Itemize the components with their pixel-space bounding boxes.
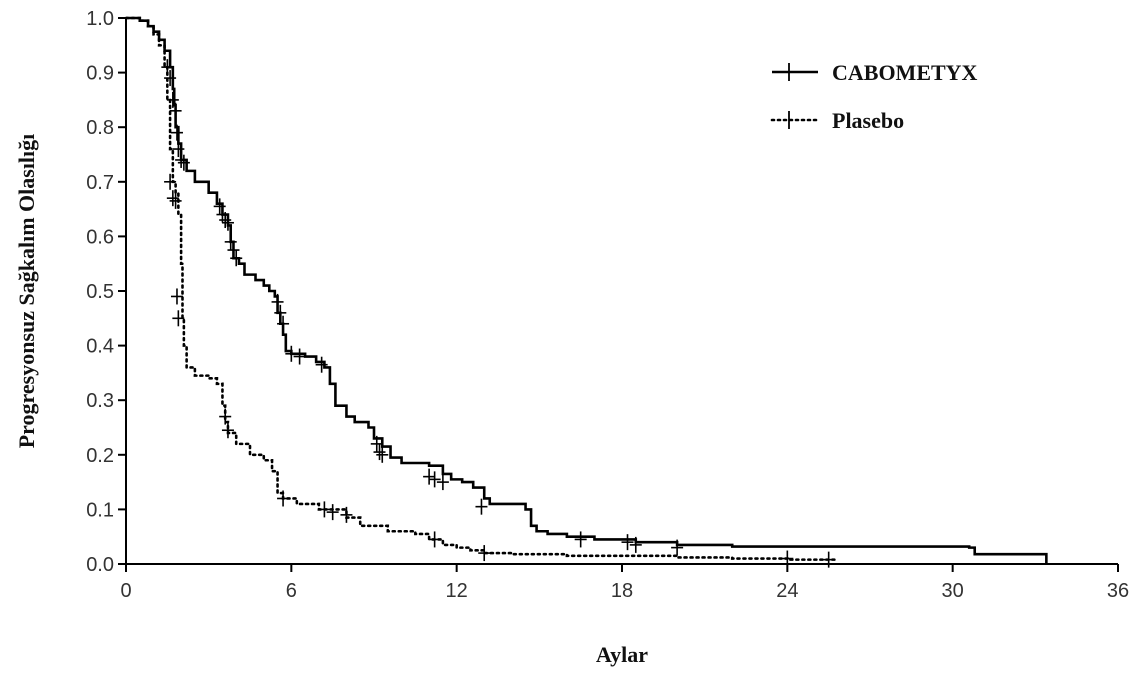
censor-mark xyxy=(164,173,177,190)
censor-mark xyxy=(172,310,185,327)
legend-label: CABOMETYX xyxy=(832,60,978,85)
censor-mark xyxy=(478,545,491,562)
legend: CABOMETYX Plasebo xyxy=(770,60,978,133)
censor-mark xyxy=(318,501,331,518)
censor-mark xyxy=(277,490,290,507)
censor-mark xyxy=(224,233,237,250)
censor-mark xyxy=(629,536,642,553)
y-tick-label: 0.7 xyxy=(86,172,114,194)
y-tick-label: 0.0 xyxy=(86,554,114,576)
y-tick-label: 0.9 xyxy=(86,63,114,85)
x-axis-title: Aylar xyxy=(596,642,648,667)
censor-mark xyxy=(219,408,232,425)
censor-mark xyxy=(370,435,383,452)
y-tick-label: 1.0 xyxy=(86,8,114,30)
censor-mark xyxy=(340,506,353,523)
series-line xyxy=(124,16,839,563)
censor-mark xyxy=(436,474,449,491)
censor-mark xyxy=(166,91,179,108)
censor-mark xyxy=(221,422,234,439)
x-tick-label: 12 xyxy=(446,580,468,602)
censor-mark xyxy=(164,70,177,87)
censor-mark xyxy=(671,539,684,556)
legend-label: Plasebo xyxy=(832,108,904,133)
series-cabometyx xyxy=(126,16,1048,564)
censor-mark xyxy=(169,102,182,119)
axes: 0.0 0.1 0.2 0.3 0.4 0.5 0.6 0.7 0.8 0.9 1.0 0 6 12 18 2… xyxy=(86,8,1129,602)
censor-mark xyxy=(376,446,389,463)
censor-mark xyxy=(221,214,234,231)
y-tick-label: 0.1 xyxy=(86,499,114,521)
censor-mark xyxy=(227,242,240,259)
legend-item-plasebo: Plasebo xyxy=(770,108,904,133)
censor-mark xyxy=(428,471,441,488)
y-tick-label: 0.2 xyxy=(86,445,114,467)
censor-mark xyxy=(285,345,298,362)
censor-mark xyxy=(170,124,183,141)
censor-mark xyxy=(166,190,179,207)
y-axis-title: Progresyonsuz Sağkalım Olasılığı xyxy=(14,134,39,449)
censor-mark xyxy=(428,531,441,548)
censor-mark xyxy=(219,212,232,229)
legend-item-cabometyx: CABOMETYX xyxy=(772,60,978,85)
censor-mark xyxy=(172,141,185,158)
x-tick-label: 30 xyxy=(942,580,964,602)
censor-mark xyxy=(423,468,436,485)
censor-mark xyxy=(213,198,226,215)
censor-mark xyxy=(475,498,488,515)
censor-mark xyxy=(170,288,183,305)
censor-mark xyxy=(177,154,190,171)
censor-mark xyxy=(230,250,243,267)
x-tick-label: 0 xyxy=(120,580,131,602)
censor-mark xyxy=(315,356,328,373)
series-plasebo xyxy=(124,16,839,568)
x-tick-label: 36 xyxy=(1107,580,1129,602)
y-tick-label: 0.5 xyxy=(86,281,114,303)
censor-mark xyxy=(326,504,339,521)
x-tick-label: 24 xyxy=(776,580,798,602)
y-tick-label: 0.8 xyxy=(86,117,114,139)
series-layer xyxy=(124,16,1048,568)
censor-mark xyxy=(822,551,835,568)
censor-mark xyxy=(175,151,188,168)
y-tick-label: 0.6 xyxy=(86,226,114,248)
series-line xyxy=(126,16,1048,564)
x-tick-label: 18 xyxy=(611,580,633,602)
censor-mark xyxy=(621,534,634,551)
censor-mark xyxy=(277,315,290,332)
censor-mark xyxy=(293,348,306,365)
censor-mark xyxy=(373,444,386,461)
y-tick-label: 0.4 xyxy=(86,336,114,358)
x-tick-label: 6 xyxy=(286,580,297,602)
y-tick-label: 0.3 xyxy=(86,390,114,412)
censor-mark xyxy=(781,550,794,567)
censor-mark xyxy=(274,304,287,321)
censor-mark xyxy=(574,531,587,548)
censor-mark xyxy=(271,293,284,310)
censor-mark xyxy=(169,192,182,209)
